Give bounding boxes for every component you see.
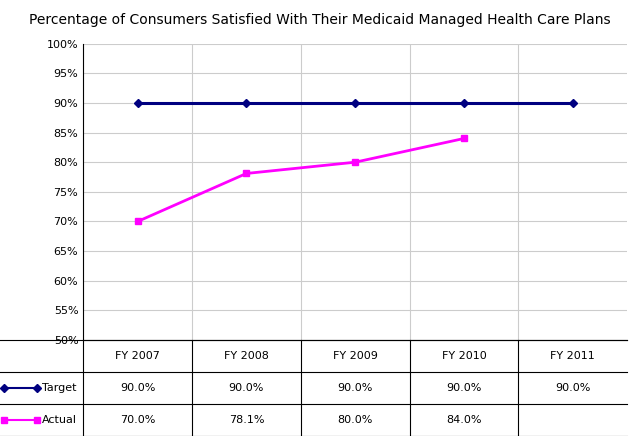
Text: 84.0%: 84.0% bbox=[446, 415, 482, 425]
Text: FY 2007: FY 2007 bbox=[115, 351, 160, 361]
Text: 90.0%: 90.0% bbox=[446, 383, 482, 393]
Text: FY 2008: FY 2008 bbox=[224, 351, 269, 361]
Text: 90.0%: 90.0% bbox=[555, 383, 591, 393]
Text: Actual: Actual bbox=[42, 415, 77, 425]
Text: 78.1%: 78.1% bbox=[228, 415, 264, 425]
Text: FY 2009: FY 2009 bbox=[333, 351, 378, 361]
Text: 70.0%: 70.0% bbox=[120, 415, 156, 425]
Text: FY 2011: FY 2011 bbox=[550, 351, 595, 361]
Text: Target: Target bbox=[42, 383, 76, 393]
Text: 90.0%: 90.0% bbox=[337, 383, 373, 393]
Text: FY 2010: FY 2010 bbox=[442, 351, 486, 361]
Text: 80.0%: 80.0% bbox=[337, 415, 373, 425]
Text: Percentage of Consumers Satisfied With Their Medicaid Managed Health Care Plans: Percentage of Consumers Satisfied With T… bbox=[29, 13, 611, 27]
Text: 90.0%: 90.0% bbox=[120, 383, 156, 393]
Text: 90.0%: 90.0% bbox=[228, 383, 264, 393]
